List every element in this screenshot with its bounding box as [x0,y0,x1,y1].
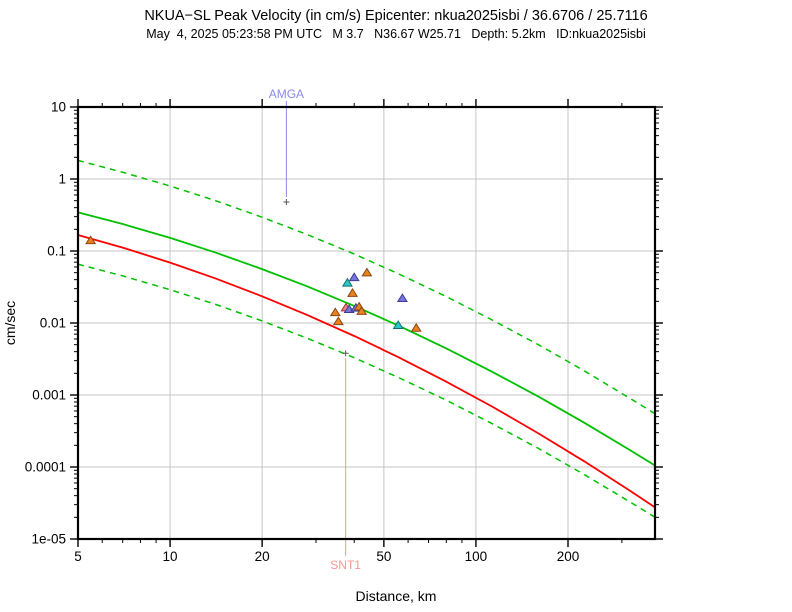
curve-alternate-prediction [77,234,656,509]
y-tick-label: 0.1 [47,244,66,259]
plus-marker-amga [283,198,290,205]
station-triangle-orange [410,322,422,332]
x-tick-label: 10 [163,549,178,564]
curve-median-prediction [77,211,656,467]
x-tick-label: 20 [255,549,270,564]
x-tick-label: 50 [376,549,391,564]
curve-lower-bound [77,263,656,518]
station-label-amga: AMGA [269,87,304,101]
event-info-subtitle: May 4, 2025 05:23:58 PM UTC M 3.7 N36.67… [146,27,646,41]
y-tick-label: 1e-05 [31,532,66,547]
station-triangle-cyan [392,320,404,329]
x-axis-label: Distance, km [355,588,437,604]
station-triangle-cyan [341,277,353,287]
y-tick-label: 10 [51,100,66,115]
station-triangle-orange [361,267,373,277]
station-label-snt1: SNT1 [330,558,361,572]
page-title: NKUA−SL Peak Velocity (in cm/s) Epicente… [144,8,648,24]
curve-upper-bound [77,159,656,415]
plus-marker-snt1 [342,350,349,357]
station-triangle-orange [85,235,97,245]
y-tick-label: 1 [58,172,66,187]
station-triangle-blue [348,272,360,282]
y-tick-label: 0.01 [40,316,66,331]
x-tick-label: 200 [557,549,580,564]
station-triangle-orange [329,307,341,317]
station-triangle-orange [332,316,344,326]
station-triangle-orange [347,287,359,297]
y-tick-label: 0.001 [32,388,66,403]
y-tick-label: 0.0001 [25,460,66,475]
x-tick-label: 5 [74,549,82,564]
x-tick-label: 100 [465,549,488,564]
y-axis-label: cm/sec [2,300,18,346]
station-triangle-orange [356,306,368,315]
station-triangle-blue [396,293,408,303]
